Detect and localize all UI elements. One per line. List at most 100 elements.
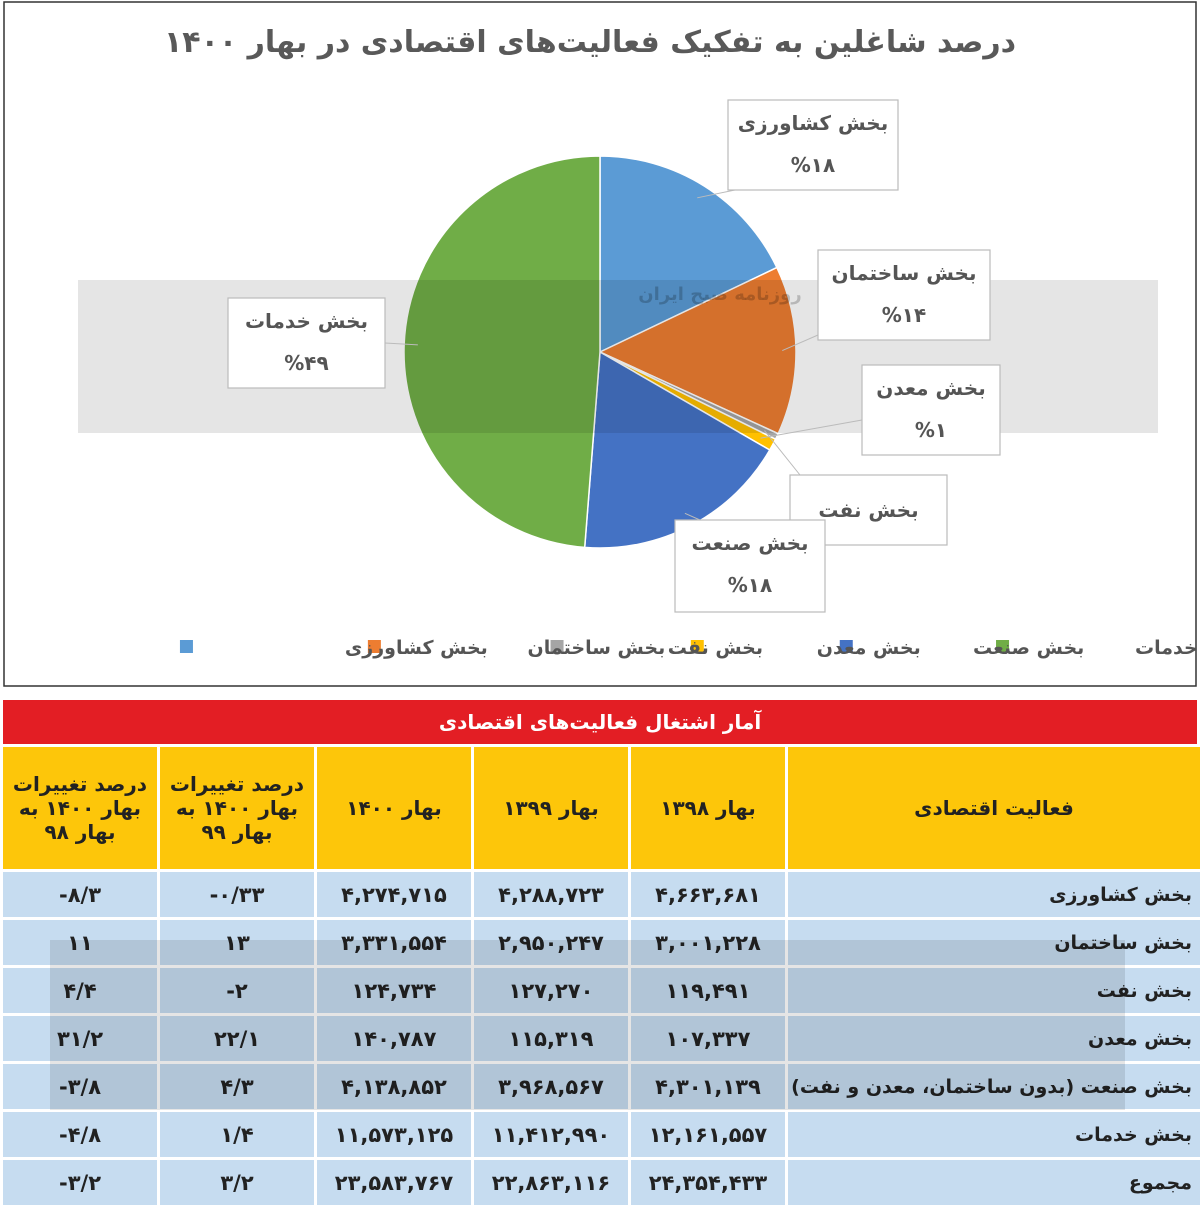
legend-swatch [690,640,704,653]
cell: ۱۳ [160,920,314,965]
table-title: آمار اشتغال فعالیت‌های اقتصادی [3,700,1197,744]
cell: ۱۲۷,۲۷۰ [474,968,628,1013]
legend-swatch [996,640,1010,653]
cell: ۱۱۹,۴۹۱ [631,968,785,1013]
row-label: بخش کشاورزی [788,872,1200,917]
cell: -۸/۳ [3,872,157,917]
cell: ۲,۹۵۰,۲۴۷ [474,920,628,965]
cell: ۱/۴ [160,1112,314,1157]
chart: درصد شاغلین به تفکیک فعالیت‌های اقتصادی … [3,1,1200,687]
header-cell: بهار ۱۴۰۰ [317,747,471,869]
label-box [227,297,386,389]
table-row: مجموع ۲۴,۳۵۴,۴۳۳ ۲۲,۸۶۳,۱۱۶ ۲۳,۵۸۳,۷۶۷ ۳/۲ -۳… [3,1160,1200,1205]
pie-slice [599,155,778,354]
table-row: بخش ساختمان ۳,۰۰۱,۲۲۸ ۲,۹۵۰,۲۴۷ ۳,۳۳۱,۵۵۴ ۱۳… [3,920,1200,965]
value-label: %۱ [915,418,947,442]
cell: ۳,۹۶۸,۵۶۷ [474,1064,628,1109]
label-box [861,364,1001,456]
cell: -۳/۸ [3,1064,157,1109]
cell: ۴,۱۳۸,۸۵۲ [317,1064,471,1109]
slice-label: بخش کشاورزی [738,111,888,135]
cell: ۲۴,۳۵۴,۴۳۳ [631,1160,785,1205]
legend-label: بخش نفت [668,637,763,659]
cell: ۴,۲۸۸,۷۲۳ [474,872,628,917]
cell: ۲۲/۱ [160,1016,314,1061]
cell: ۳,۳۳۱,۵۵۴ [317,920,471,965]
cell: -۲ [160,968,314,1013]
header-cell: بهار ۱۳۹۸ [631,747,785,869]
table-row: بخش صنعت (بدون ساختمان، معدن و نفت) ۴,۳۰۱… [3,1064,1200,1109]
cell: ۱۱۵,۳۱۹ [474,1016,628,1061]
legend-label: بخش ساختمان [528,637,666,659]
cell: ۱۱,۵۷۳,۱۲۵ [317,1112,471,1157]
legend-swatch [367,640,381,653]
cell: ۴,۲۷۴,۷۱۵ [317,872,471,917]
table-wrap: آمار اشتغال فعالیت‌های اقتصادی فعالیت اق… [0,700,1200,1208]
leader-line [384,342,418,346]
cell: ۱۴۰,۷۸۷ [317,1016,471,1061]
table-body: بخش کشاورزی ۴,۶۶۳,۶۸۱ ۴,۲۸۸,۷۲۳ ۴,۲۷۴,۷۱۵ -۰… [3,872,1200,1205]
cell: ۱۲,۱۶۱,۵۵۷ [631,1112,785,1157]
header-cell: بهار ۱۳۹۹ [474,747,628,869]
row-label: مجموع [788,1160,1200,1205]
table-row: بخش کشاورزی ۴,۶۶۳,۶۸۱ ۴,۲۸۸,۷۲۳ ۴,۲۷۴,۷۱۵ -۰… [3,872,1200,917]
watermark-text: روزنامه صبح ایران [638,284,801,305]
cell: -۴/۸ [3,1112,157,1157]
chart-title: درصد شاغلین به تفکیک فعالیت‌های اقتصادی … [164,25,1016,60]
label-box [674,519,826,613]
table-row: بخش خدمات ۱۲,۱۶۱,۵۵۷ ۱۱,۴۱۲,۹۹۰ ۱۱,۵۷۳,۱۲۵ ۱… [3,1112,1200,1157]
cell: ۴,۶۶۳,۶۸۱ [631,872,785,917]
cell: ۱۱ [3,920,157,965]
label-box [727,99,899,191]
legend-label: بخش صنعت [973,637,1084,659]
table-row: بخش معدن ۱۰۷,۳۳۷ ۱۱۵,۳۱۹ ۱۴۰,۷۸۷ ۲۲/۱ ۳۱/۲ [3,1016,1200,1061]
slice-label: بخش صنعت [691,531,808,555]
leader-line [760,419,863,439]
cell: -۰/۳۳ [160,872,314,917]
leader-line [684,512,701,521]
value-label: %۱۸ [791,153,835,177]
row-label: بخش خدمات [788,1112,1200,1157]
leader-line [782,334,819,352]
header-row: فعالیت اقتصادی بهار ۱۳۹۸ بهار ۱۳۹۹ بهار ۱۴۰… [3,747,1200,869]
slice-label: بخش خدمات [245,309,368,333]
legend-label: بخش کشاورزی [345,637,488,659]
row-label: بخش معدن [788,1016,1200,1061]
cell: ۳/۲ [160,1160,314,1205]
cell: ۲۳,۵۸۳,۷۶۷ [317,1160,471,1205]
row-label: بخش نفت [788,968,1200,1013]
row-label: بخش ساختمان [788,920,1200,965]
legend-swatch [550,640,564,653]
cell: ۱۰۷,۳۳۷ [631,1016,785,1061]
cell: ۲۲,۸۶۳,۱۱۶ [474,1160,628,1205]
leader-line [764,430,801,476]
cell: -۳/۲ [3,1160,157,1205]
cell: ۴/۳ [160,1064,314,1109]
header-cell: فعالیت اقتصادی [788,747,1200,869]
cell: ۳۱/۲ [3,1016,157,1061]
leader-line [697,189,736,199]
cell: ۴/۴ [3,968,157,1013]
label-box [817,249,991,341]
cell: ۱۲۴,۷۳۴ [317,968,471,1013]
slice-label: بخش ساختمان [832,261,977,285]
legend-swatch [839,640,853,653]
value-label: %۱۴ [882,303,926,327]
row-label: بخش صنعت (بدون ساختمان، معدن و نفت) [788,1064,1200,1109]
header-cell: درصد تغییرات بهار ۱۴۰۰ به بهار ۹۹ [160,747,314,869]
header-cell: درصد تغییرات بهار ۱۴۰۰ به بهار ۹۸ [3,747,157,869]
pie-slice [598,266,797,435]
table: فعالیت اقتصادی بهار ۱۳۹۸ بهار ۱۳۹۹ بهار ۱۴۰… [0,744,1200,1208]
cell: ۳,۰۰۱,۲۲۸ [631,920,785,965]
table-row: بخش نفت ۱۱۹,۴۹۱ ۱۲۷,۲۷۰ ۱۲۴,۷۳۴ -۲ ۴/۴ [3,968,1200,1013]
slice-label: بخش نفت [818,498,918,522]
cell: ۱۱,۴۱۲,۹۹۰ [474,1112,628,1157]
slice-label: بخش معدن [876,376,985,400]
legend-label: بخش خدمات [1135,637,1200,659]
legend-label: بخش معدن [817,637,921,659]
value-label: %۱۸ [728,573,772,597]
legend-swatch [179,640,193,653]
cell: ۴,۳۰۱,۱۳۹ [631,1064,785,1109]
value-label: %۴۹ [284,351,328,375]
